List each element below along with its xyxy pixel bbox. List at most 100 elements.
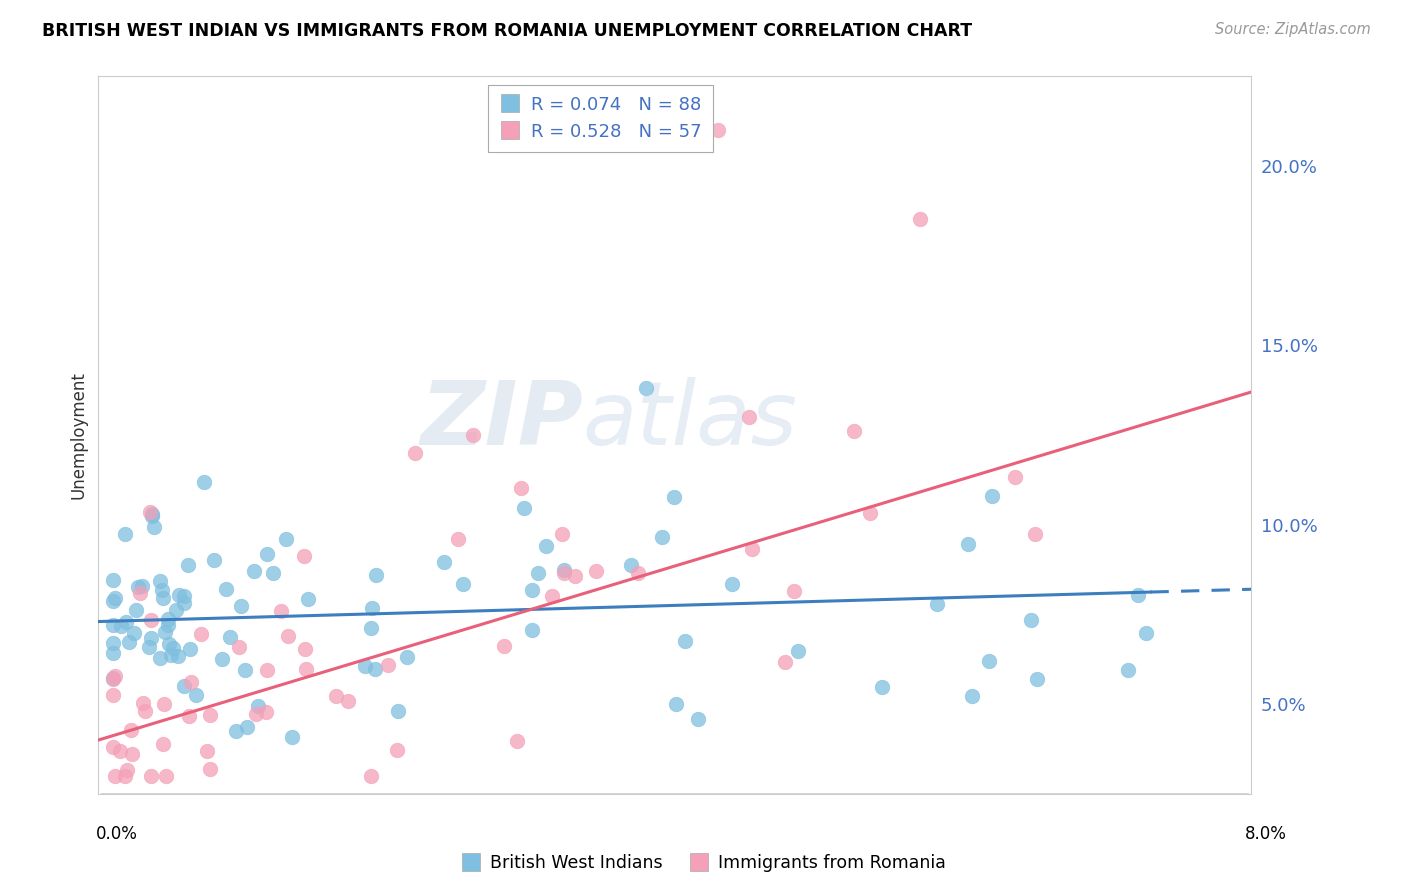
Point bbox=[117, 635, 139, 649]
Point bbox=[104, 591, 127, 606]
Point bbox=[138, 640, 160, 654]
Point bbox=[157, 637, 180, 651]
Point bbox=[585, 564, 607, 578]
Point bbox=[505, 734, 527, 748]
Point bbox=[138, 505, 160, 519]
Point bbox=[981, 489, 1004, 503]
Point bbox=[492, 640, 515, 654]
Point bbox=[101, 574, 124, 588]
Point bbox=[101, 671, 124, 685]
Point bbox=[294, 663, 316, 677]
Point bbox=[360, 621, 382, 635]
Point bbox=[738, 409, 761, 424]
Point bbox=[957, 537, 980, 551]
Point bbox=[165, 603, 187, 617]
Point bbox=[786, 644, 808, 658]
Point bbox=[193, 475, 215, 489]
Text: ZIP: ZIP bbox=[420, 377, 582, 464]
Point bbox=[150, 583, 173, 598]
Point bbox=[225, 723, 247, 738]
Point bbox=[262, 566, 284, 581]
Point bbox=[101, 646, 124, 660]
Point bbox=[927, 597, 949, 611]
Point bbox=[360, 769, 382, 783]
Point bbox=[256, 547, 278, 561]
Legend: British West Indians, Immigrants from Romania: British West Indians, Immigrants from Ro… bbox=[453, 847, 953, 879]
Point bbox=[294, 641, 316, 656]
Point bbox=[101, 617, 124, 632]
Point bbox=[195, 744, 218, 758]
Point bbox=[153, 625, 176, 640]
Point bbox=[461, 428, 484, 442]
Point bbox=[173, 589, 195, 603]
Point bbox=[198, 708, 221, 723]
Point bbox=[104, 669, 127, 683]
Point bbox=[451, 577, 474, 591]
Point bbox=[651, 530, 673, 544]
Point bbox=[783, 584, 806, 599]
Point bbox=[245, 707, 267, 722]
Point bbox=[139, 613, 162, 627]
Point bbox=[179, 641, 201, 656]
Point bbox=[124, 625, 146, 640]
Point bbox=[721, 576, 744, 591]
Point bbox=[254, 706, 277, 720]
Point bbox=[325, 689, 347, 703]
Point bbox=[152, 591, 174, 606]
Point bbox=[142, 520, 165, 534]
Point bbox=[620, 558, 643, 572]
Point bbox=[152, 738, 174, 752]
Point bbox=[152, 697, 174, 711]
Point bbox=[673, 634, 696, 648]
Point bbox=[247, 699, 270, 714]
Point bbox=[211, 651, 233, 665]
Point bbox=[131, 579, 153, 593]
Point bbox=[707, 122, 730, 136]
Point bbox=[1019, 613, 1042, 627]
Point bbox=[551, 527, 574, 541]
Point bbox=[139, 769, 162, 783]
Point bbox=[176, 558, 198, 573]
Point bbox=[114, 527, 136, 541]
Point bbox=[149, 574, 172, 589]
Point bbox=[204, 553, 226, 567]
Point bbox=[177, 709, 200, 723]
Point bbox=[110, 744, 132, 758]
Point bbox=[520, 623, 543, 637]
Point bbox=[124, 602, 146, 616]
Point bbox=[842, 424, 865, 438]
Point bbox=[277, 628, 299, 642]
Point bbox=[662, 490, 685, 504]
Point bbox=[1116, 663, 1139, 677]
Point bbox=[229, 599, 252, 613]
Point bbox=[173, 679, 195, 693]
Text: Source: ZipAtlas.com: Source: ZipAtlas.com bbox=[1215, 22, 1371, 37]
Point bbox=[139, 631, 162, 645]
Point bbox=[120, 723, 142, 737]
Point bbox=[101, 740, 124, 755]
Point bbox=[665, 697, 688, 711]
Text: BRITISH WEST INDIAN VS IMMIGRANTS FROM ROMANIA UNEMPLOYMENT CORRELATION CHART: BRITISH WEST INDIAN VS IMMIGRANTS FROM R… bbox=[42, 22, 973, 40]
Point bbox=[141, 507, 163, 521]
Point bbox=[256, 663, 278, 677]
Point bbox=[190, 626, 212, 640]
Point bbox=[1126, 589, 1149, 603]
Point bbox=[233, 663, 256, 677]
Point bbox=[167, 648, 190, 663]
Point bbox=[513, 501, 536, 516]
Point bbox=[134, 704, 156, 718]
Point bbox=[908, 212, 931, 227]
Point bbox=[1004, 470, 1026, 484]
Point bbox=[541, 589, 564, 603]
Point bbox=[180, 675, 202, 690]
Point bbox=[228, 640, 250, 654]
Point bbox=[364, 567, 387, 582]
Point bbox=[870, 681, 893, 695]
Point bbox=[198, 763, 221, 777]
Point bbox=[114, 769, 136, 783]
Point bbox=[627, 566, 650, 581]
Point bbox=[235, 720, 257, 734]
Point bbox=[520, 583, 543, 598]
Point bbox=[101, 672, 124, 686]
Point bbox=[110, 618, 132, 632]
